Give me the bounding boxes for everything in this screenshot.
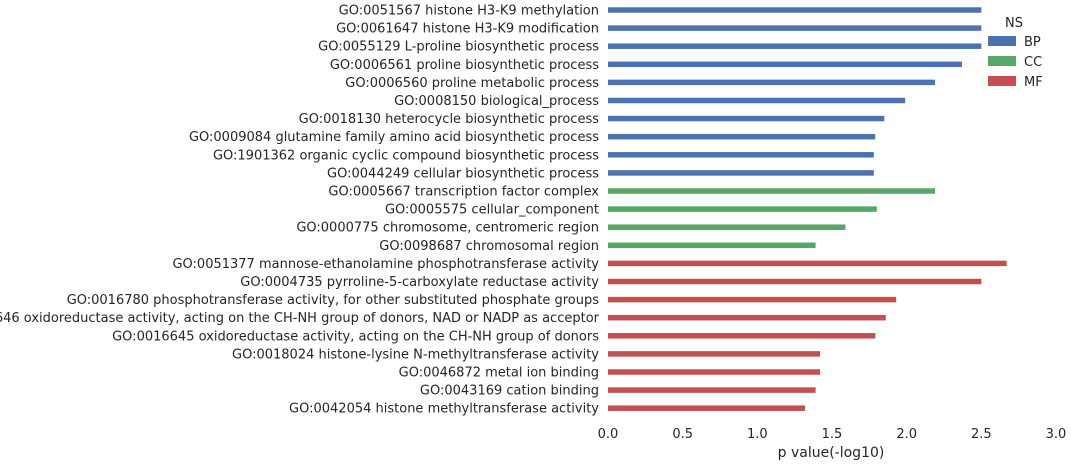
x-tick-label: 3.0 <box>1046 427 1067 442</box>
category-label: GO:0008150 biological_process <box>394 94 599 109</box>
legend-swatch-bp <box>988 36 1016 46</box>
category-label: GO:0009084 glutamine family amino acid b… <box>189 130 599 145</box>
category-label: GO:1901362 organic cyclic compound biosy… <box>213 148 599 163</box>
category-label: GO:0051567 histone H3-K9 methylation <box>339 4 599 19</box>
bar-go-0044249 <box>608 170 874 176</box>
category-label: GO:0018130 heterocycle biosynthetic proc… <box>299 112 600 127</box>
category-label: GO:0018024 histone-lysine N-methyltransf… <box>232 347 599 362</box>
legend-label-bp: BP <box>1024 35 1041 50</box>
category-label: GO:0044249 cellular biosynthetic process <box>327 166 599 181</box>
category-label: GO:0005667 transcription factor complex <box>328 185 599 200</box>
legend-swatch-mf <box>988 76 1016 86</box>
category-label: GO:0042054 histone methyltransferase act… <box>289 402 599 417</box>
category-label: GO:0000775 chromosome, centromeric regio… <box>296 221 599 236</box>
category-label: GO:0043169 cation binding <box>420 384 599 399</box>
bar-go-0005575 <box>608 206 877 212</box>
x-tick-label: 1.0 <box>747 427 768 442</box>
bar-go-0042054 <box>608 405 806 411</box>
bar-go-0009084 <box>608 133 876 140</box>
x-tick-label: 1.5 <box>822 427 843 442</box>
bar-go-0055129 <box>608 43 982 49</box>
bar-go-0016646 <box>608 314 886 321</box>
category-label: GO:0016780 phosphotransferase activity, … <box>67 293 600 308</box>
bar-go-0004735 <box>608 278 982 285</box>
x-axis: 0.0 0.5 1.0 1.5 2.0 2.5 3.0 <box>598 427 1067 442</box>
category-label: GO:0061647 histone H3-K9 modification <box>336 22 599 37</box>
bar-go-0061647 <box>608 25 982 31</box>
bar-go-0098687 <box>608 242 816 249</box>
category-label: GO:0098687 chromosomal region <box>379 239 599 254</box>
bar-go-1901362 <box>608 152 874 158</box>
x-tick-label: 0.5 <box>672 427 693 442</box>
bar-go-0018024 <box>608 351 821 357</box>
x-tick-label: 0.0 <box>598 427 619 442</box>
legend-title: NS <box>1005 16 1023 31</box>
bar-go-0016645 <box>608 333 876 339</box>
x-axis-title: p value(-log10) <box>778 445 885 461</box>
bar-go-0046872 <box>608 369 821 375</box>
category-label: GO:0005575 cellular_component <box>385 203 599 218</box>
legend-swatch-cc <box>988 56 1016 66</box>
bar-go-0018130 <box>608 115 885 122</box>
category-label: GO:0004735 pyrroline-5-carboxylate reduc… <box>240 275 599 290</box>
bar-go-0000775 <box>608 224 846 230</box>
bar-go-0051377 <box>608 260 1007 267</box>
x-tick-label: 2.5 <box>971 427 992 442</box>
x-tick-label: 2.0 <box>896 427 917 442</box>
bars-layer <box>608 7 1007 411</box>
category-label: GO:0006560 proline metabolic process <box>345 76 599 91</box>
category-label: GO:0046872 metal ion binding <box>399 366 599 381</box>
bar-go-0006560 <box>608 79 936 86</box>
bar-go-0043169 <box>608 387 816 393</box>
bar-go-0051567 <box>608 7 982 13</box>
category-labels: GO:0051567 histone H3-K9 methylation GO:0… <box>0 4 600 417</box>
category-label: GO:0016646 oxidoreductase activity, acti… <box>0 311 600 326</box>
legend: NS BP CC MF <box>988 16 1043 90</box>
legend-label-cc: CC <box>1024 55 1042 70</box>
category-label: GO:0016645 oxidoreductase activity, acti… <box>112 329 599 344</box>
category-label: GO:0006561 proline biosynthetic process <box>330 58 599 73</box>
bar-go-0008150 <box>608 97 906 104</box>
legend-label-mf: MF <box>1024 75 1043 90</box>
bar-go-0016780 <box>608 296 897 303</box>
bar-go-0005667 <box>608 188 936 194</box>
category-label: GO:0051377 mannose-ethanolamine phosphot… <box>172 257 599 272</box>
bar-go-0006561 <box>608 61 962 68</box>
category-label: GO:0055129 L-proline biosynthetic proces… <box>318 40 599 55</box>
